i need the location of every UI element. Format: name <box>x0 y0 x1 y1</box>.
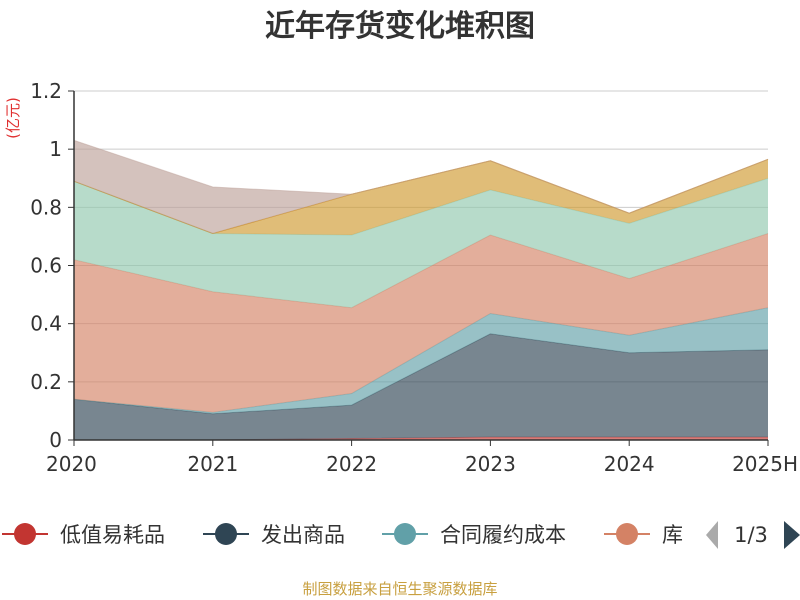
triangle-left-icon[interactable] <box>706 521 718 549</box>
area-series <box>74 159 768 235</box>
y-tick-label: 0.8 <box>30 195 62 219</box>
legend-item[interactable]: 发出商品 <box>203 523 345 547</box>
y-tick-label: 1 <box>49 137 62 161</box>
legend-item[interactable]: 库 <box>604 523 683 547</box>
y-tick-label: 0.4 <box>30 312 62 336</box>
legend-marker <box>14 523 36 545</box>
legend-pager: 1/3 <box>706 521 800 549</box>
legend-page-indicator: 1/3 <box>734 523 768 547</box>
legend-item[interactable]: 低值易耗品 <box>2 523 165 547</box>
area-series <box>74 307 768 414</box>
triangle-right-icon[interactable] <box>784 521 800 549</box>
x-tick-label: 2020 <box>46 452 97 476</box>
chart-title: 近年存货变化堆积图 <box>265 9 535 44</box>
area-series-edge <box>73 139 769 214</box>
area-series <box>74 333 768 440</box>
y-tick-labels: 0 0.2 0.4 0.6 0.8 1 1.2 <box>30 79 62 452</box>
area-series <box>74 140 768 234</box>
legend-label: 合同履约成本 <box>440 523 566 547</box>
y-tick-label: 0.2 <box>30 370 62 394</box>
x-tick-label: 2023 <box>465 452 516 476</box>
x-tick-label: 2025H <box>732 452 798 476</box>
x-tick-label: 2024 <box>604 452 655 476</box>
x-tick-label: 2021 <box>187 452 238 476</box>
legend-marker <box>215 523 237 545</box>
legend: 低值易耗品 发出商品 合同履约成本 库 <box>2 523 683 547</box>
axes <box>73 91 768 441</box>
stacked-areas <box>73 139 769 441</box>
x-tick-label: 2022 <box>326 452 377 476</box>
legend-label: 库 <box>662 523 683 547</box>
x-tick-labels: 2020 2021 2022 2023 2024 2025H <box>46 440 798 476</box>
data-source: 制图数据来自恒生聚源数据库 <box>302 580 497 598</box>
y-tick-label: 1.2 <box>30 79 62 103</box>
area-series <box>74 233 768 413</box>
legend-marker <box>394 523 416 545</box>
y-axis-unit: (亿元) <box>4 97 22 139</box>
y-tick-label: 0 <box>49 428 62 452</box>
legend-marker <box>616 523 638 545</box>
legend-label: 发出商品 <box>261 523 345 547</box>
area-series <box>74 178 768 308</box>
y-tick-label: 0.6 <box>30 254 62 278</box>
legend-item[interactable]: 合同履约成本 <box>382 523 566 547</box>
legend-label: 低值易耗品 <box>60 523 165 547</box>
